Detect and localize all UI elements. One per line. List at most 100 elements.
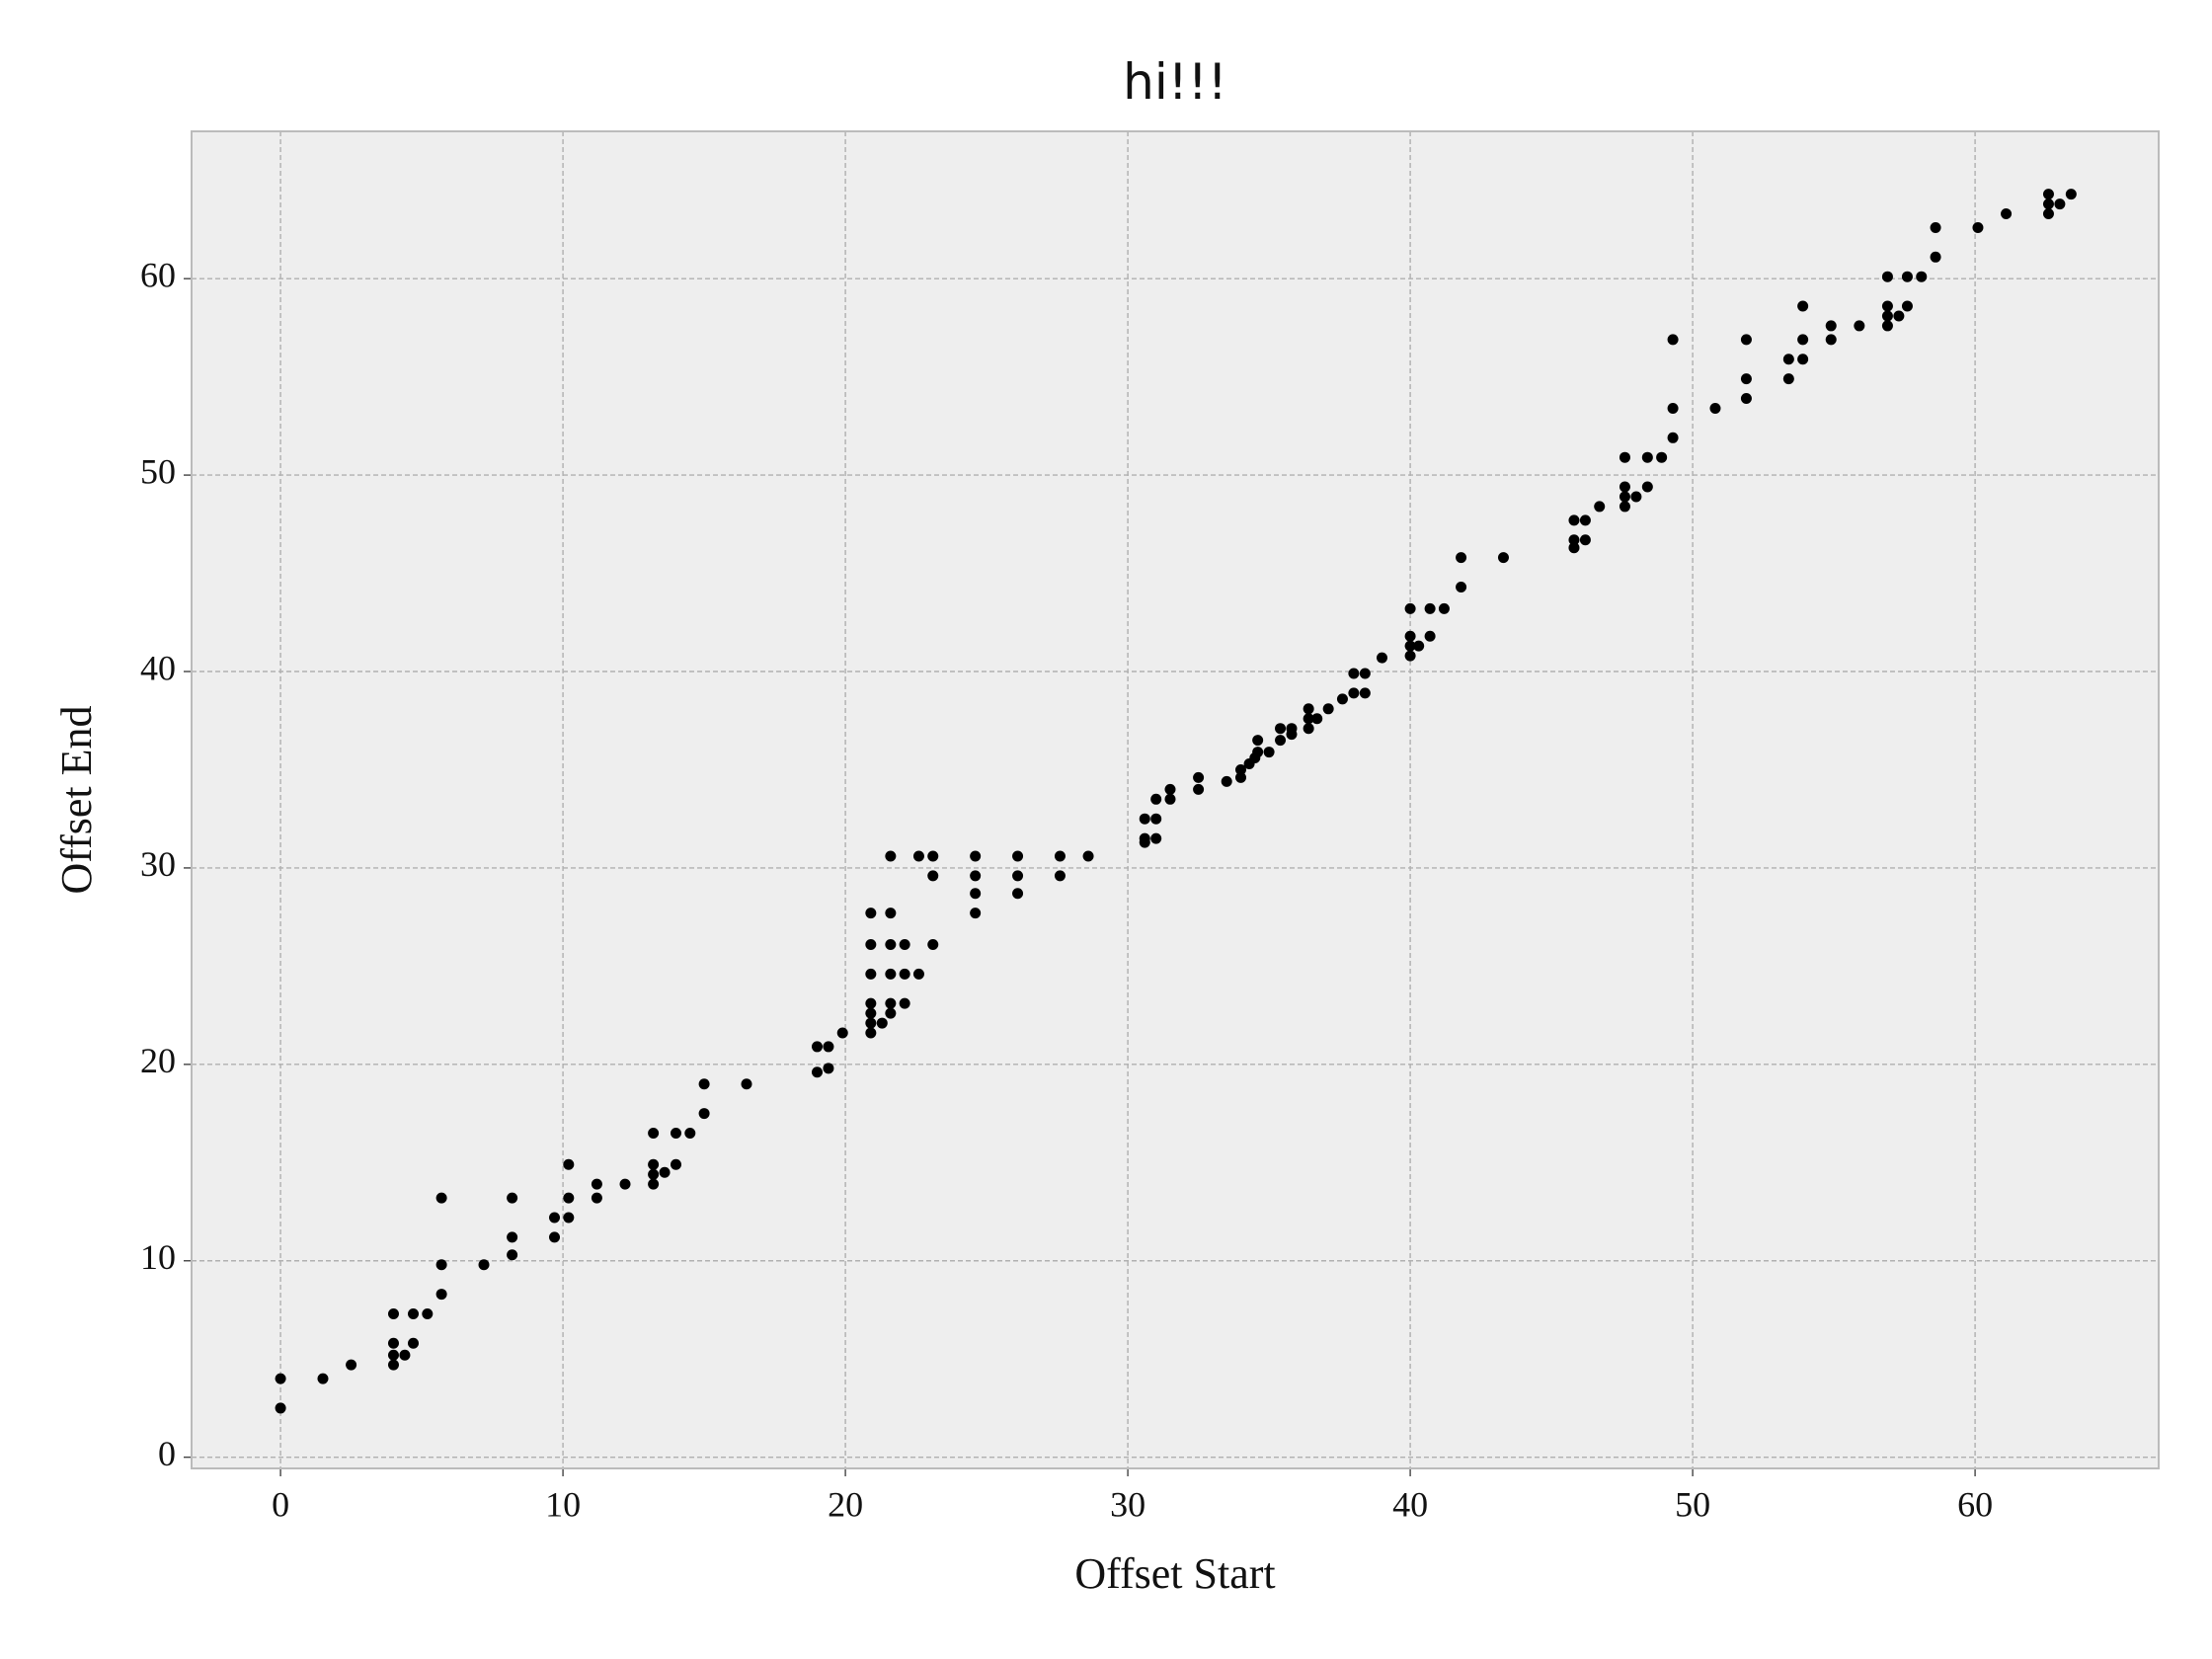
point — [1825, 320, 1837, 332]
point — [1881, 320, 1893, 332]
point — [1193, 783, 1205, 795]
point — [317, 1373, 329, 1384]
point — [885, 938, 897, 950]
point — [1303, 713, 1314, 725]
point — [885, 997, 897, 1009]
point — [1456, 581, 1467, 592]
point — [823, 1063, 834, 1074]
point — [1497, 552, 1509, 564]
point — [1359, 668, 1371, 679]
point — [1930, 221, 1941, 233]
point — [970, 870, 982, 882]
point — [865, 1007, 877, 1019]
point — [1234, 771, 1246, 783]
point — [1667, 334, 1679, 346]
point — [648, 1168, 660, 1180]
point — [1303, 703, 1314, 715]
point — [275, 1373, 286, 1384]
chart-title: hi!!! — [1123, 53, 1227, 111]
x-tick-label: 60 — [1957, 1484, 1993, 1524]
point — [2001, 208, 2013, 220]
point — [346, 1359, 357, 1371]
y-tick-label: 20 — [140, 1041, 176, 1080]
point — [865, 997, 877, 1009]
point — [1901, 271, 1913, 282]
point — [670, 1127, 681, 1139]
point — [549, 1231, 561, 1243]
x-tick-label: 20 — [828, 1484, 863, 1524]
point — [836, 1027, 848, 1039]
point — [885, 908, 897, 919]
point — [1404, 640, 1416, 652]
point — [899, 938, 910, 950]
y-tick-label: 0 — [158, 1434, 176, 1473]
point — [563, 1158, 575, 1170]
point — [1797, 300, 1809, 312]
point — [591, 1192, 602, 1204]
point — [549, 1212, 561, 1224]
point — [2065, 189, 2077, 200]
point — [970, 908, 982, 919]
point — [648, 1127, 660, 1139]
point — [1740, 373, 1752, 385]
point — [408, 1337, 420, 1349]
point — [1164, 793, 1176, 805]
point — [865, 908, 877, 919]
y-tick-label: 40 — [140, 648, 176, 687]
point — [1619, 451, 1630, 463]
point — [927, 938, 939, 950]
point — [1054, 870, 1066, 882]
point — [912, 850, 924, 862]
point — [1438, 602, 1450, 614]
point — [387, 1337, 399, 1349]
point — [1322, 703, 1334, 715]
point — [399, 1349, 411, 1361]
point — [698, 1108, 710, 1120]
point — [885, 1007, 897, 1019]
y-tick-label: 30 — [140, 844, 176, 884]
point — [1619, 491, 1630, 503]
point — [1221, 775, 1232, 787]
x-tick-label: 30 — [1110, 1484, 1146, 1524]
point — [1667, 402, 1679, 414]
point — [435, 1259, 447, 1271]
point — [1594, 501, 1606, 513]
point — [563, 1192, 575, 1204]
point — [811, 1066, 823, 1078]
point — [1568, 514, 1580, 526]
point — [865, 938, 877, 950]
point — [1568, 542, 1580, 554]
point — [507, 1231, 518, 1243]
y-tick-label: 50 — [140, 451, 176, 491]
point — [507, 1192, 518, 1204]
point — [1797, 334, 1809, 346]
point — [1150, 793, 1162, 805]
point — [1893, 310, 1905, 322]
point — [1740, 334, 1752, 346]
point — [1193, 771, 1205, 783]
point — [1782, 373, 1794, 385]
point — [1012, 850, 1024, 862]
point — [2042, 198, 2054, 210]
point — [1150, 832, 1162, 844]
point — [1667, 432, 1679, 443]
point — [1619, 481, 1630, 493]
point — [478, 1259, 490, 1271]
x-tick-label: 10 — [545, 1484, 581, 1524]
point — [1901, 300, 1913, 312]
point — [811, 1041, 823, 1053]
point — [684, 1127, 696, 1139]
point — [1881, 310, 1893, 322]
point — [1930, 251, 1941, 263]
point — [1854, 320, 1865, 332]
point — [1630, 491, 1642, 503]
point — [1881, 300, 1893, 312]
point — [591, 1178, 602, 1190]
point — [1404, 630, 1416, 642]
point — [1404, 650, 1416, 662]
point — [1641, 481, 1653, 493]
y-tick-label: 60 — [140, 255, 176, 294]
point — [1579, 514, 1591, 526]
point — [1916, 271, 1928, 282]
